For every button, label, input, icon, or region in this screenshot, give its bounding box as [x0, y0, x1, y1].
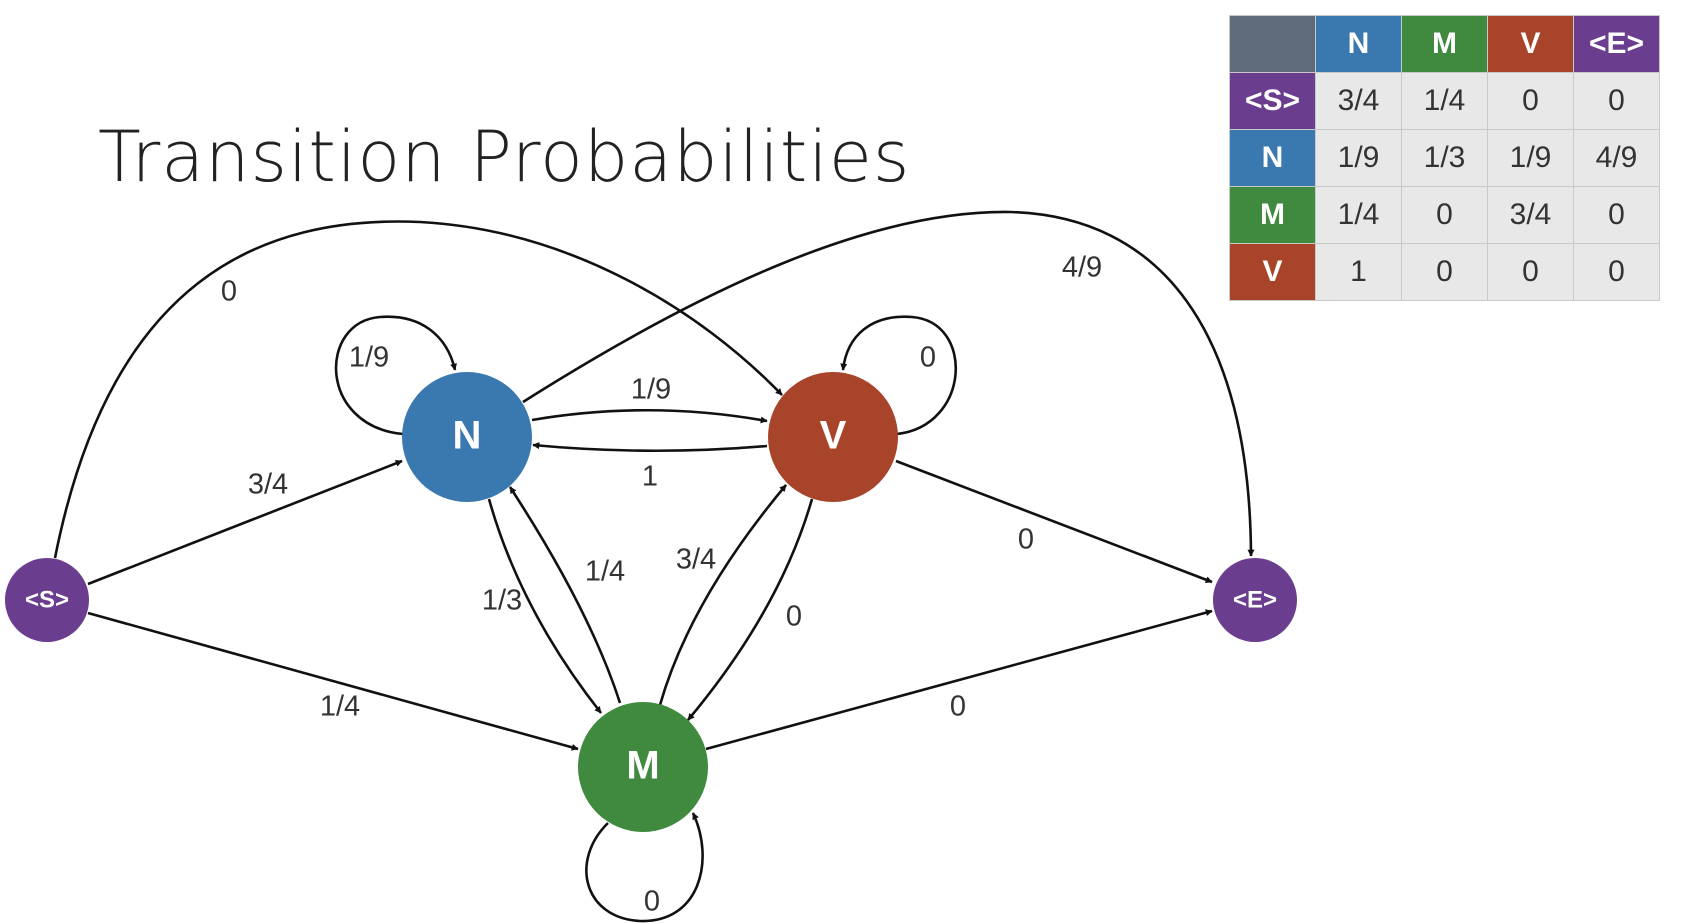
edge-label-m-to-v: 3/4 — [676, 544, 716, 576]
column-header-e: <E> — [1573, 15, 1660, 73]
edge-v-to-e — [895, 459, 1213, 584]
edge-v-to-v — [840, 315, 957, 436]
node-n — [402, 372, 532, 502]
edge-m-to-m — [585, 812, 704, 923]
table-cell: 1/4 — [1315, 186, 1402, 244]
edge-label-m-to-m: 0 — [644, 886, 660, 918]
row-header-s: <S> — [1229, 72, 1316, 130]
node-m — [578, 702, 708, 832]
edge-v-to-n — [532, 442, 768, 453]
table-cell: 0 — [1487, 72, 1574, 130]
table-cell: 0 — [1401, 243, 1488, 301]
table-row: <S> 3/4 1/4 0 0 — [1229, 72, 1660, 130]
table-cell: 0 — [1573, 186, 1660, 244]
table-corner-cell — [1229, 15, 1316, 73]
transition-table: N M V <E> <S> 3/4 1/4 0 0 N 1/9 1/3 1/9 4/9 M 1/4 0 3/4 0… — [1229, 15, 1660, 301]
edge-label-m-to-e: 0 — [950, 691, 966, 723]
row-header-m: M — [1229, 186, 1316, 244]
table-cell: 3/4 — [1315, 72, 1402, 130]
table-cell: 0 — [1573, 72, 1660, 130]
edge-label-s-to-v: 0 — [221, 276, 237, 308]
node-e — [1213, 558, 1297, 642]
table-row: N 1/9 1/3 1/9 4/9 — [1229, 129, 1660, 187]
edge-label-n-to-e: 4/9 — [1062, 252, 1102, 284]
edge-label-s-to-n: 3/4 — [248, 469, 288, 501]
column-header-v: V — [1487, 15, 1574, 73]
table-cell: 0 — [1487, 243, 1574, 301]
edge-m-to-n — [508, 486, 622, 704]
table-cell: 1 — [1315, 243, 1402, 301]
node-label-s: <S> — [25, 586, 69, 613]
edge-n-to-n — [334, 315, 458, 436]
table-cell: 3/4 — [1487, 186, 1574, 244]
node-label-v: V — [820, 414, 847, 458]
edge-label-n-to-v: 1/9 — [631, 374, 671, 406]
table-cell: 1/9 — [1315, 129, 1402, 187]
edge-label-n-to-n: 1/9 — [349, 342, 389, 374]
edge-label-v-to-e: 0 — [1018, 524, 1034, 556]
edge-label-m-to-n: 1/4 — [585, 556, 625, 588]
edge-label-v-to-v: 0 — [920, 342, 936, 374]
edge-s-to-m — [87, 611, 579, 751]
edge-label-v-to-n: 1 — [642, 461, 658, 493]
edge-n-to-v — [531, 408, 768, 424]
node-label-m: M — [626, 744, 659, 788]
edge-m-to-v — [658, 484, 787, 706]
row-header-v: V — [1229, 243, 1316, 301]
edge-label-n-to-m: 1/3 — [482, 585, 522, 617]
table-cell: 1/4 — [1401, 72, 1488, 130]
table-row: M 1/4 0 3/4 0 — [1229, 186, 1660, 244]
edge-n-to-m — [487, 498, 603, 714]
node-s — [5, 558, 89, 642]
edge-label-v-to-m: 0 — [786, 601, 802, 633]
table-cell: 0 — [1401, 186, 1488, 244]
table-cell: 1/9 — [1487, 129, 1574, 187]
node-v — [768, 372, 898, 502]
table-cell: 0 — [1573, 243, 1660, 301]
edge-s-to-v — [53, 220, 783, 559]
edge-label-s-to-m: 1/4 — [320, 691, 360, 723]
row-header-n: N — [1229, 129, 1316, 187]
edge-v-to-m — [687, 498, 814, 721]
column-header-n: N — [1315, 15, 1402, 73]
node-label-n: N — [453, 414, 482, 458]
node-label-e: <E> — [1233, 586, 1277, 613]
edge-n-to-e — [522, 210, 1255, 557]
edge-s-to-n — [87, 459, 403, 586]
page-title: Transition Probabilities — [98, 116, 911, 198]
table-cell: 4/9 — [1573, 129, 1660, 187]
edge-m-to-e — [705, 609, 1213, 751]
column-header-m: M — [1401, 15, 1488, 73]
table-cell: 1/3 — [1401, 129, 1488, 187]
